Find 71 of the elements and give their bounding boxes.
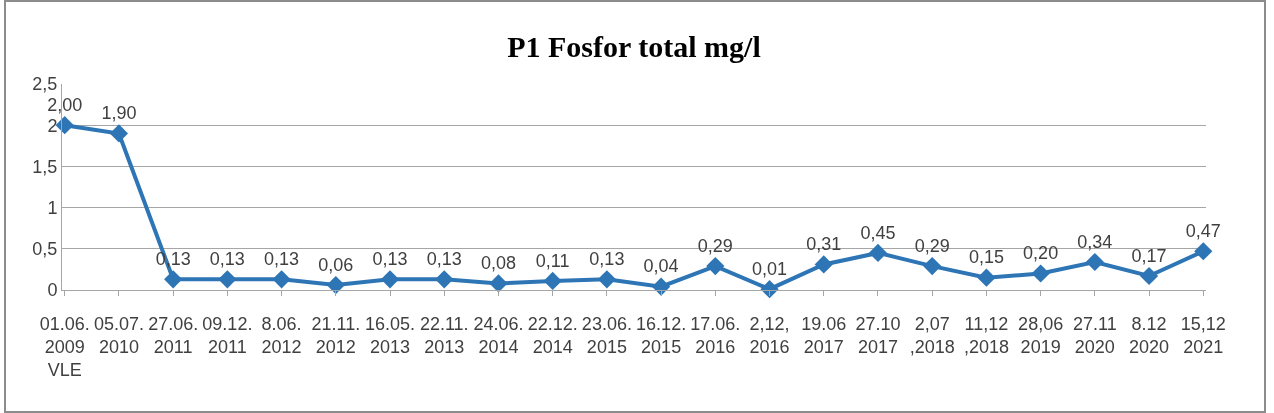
data-label: 0,04 <box>643 256 679 277</box>
x-tick-label: 8.06. 2012 <box>261 313 302 357</box>
x-tick-label: 23.06. 2015 <box>581 313 632 357</box>
x-tick-label: 27.11 2020 <box>1072 313 1117 357</box>
point <box>923 257 942 276</box>
point <box>1085 252 1104 272</box>
chart-title: P1 Fosfor total mg/l <box>507 30 761 64</box>
y-tick-label: 0 <box>47 280 58 301</box>
x-tick-label: 15,12 2021 <box>1180 313 1226 357</box>
point <box>760 280 779 299</box>
point <box>109 124 129 143</box>
data-label: 0,34 <box>1077 231 1113 252</box>
x-tick-label: 05.07. 2010 <box>93 313 144 357</box>
data-label: 0,45 <box>860 222 896 243</box>
x-tick-label: 17.06. 2016 <box>690 313 741 357</box>
data-label: 2,00 <box>47 94 83 115</box>
y-tick-label: 1,5 <box>32 156 58 177</box>
point <box>326 275 345 295</box>
data-label: 0,29 <box>914 235 950 256</box>
point <box>272 270 291 289</box>
point <box>1031 264 1050 283</box>
point <box>597 270 616 289</box>
data-label: 0,13 <box>372 249 408 270</box>
data-label: 0,31 <box>806 234 842 255</box>
data-label: 0,11 <box>535 250 570 271</box>
data-label: 0,08 <box>480 253 516 274</box>
point <box>1194 242 1213 261</box>
data-label: 0,13 <box>589 249 625 270</box>
point <box>868 243 888 263</box>
data-label: 0,20 <box>1023 243 1059 264</box>
x-tick-label: 24.06. 2014 <box>473 313 524 357</box>
data-label: 1,90 <box>101 103 137 124</box>
point <box>977 268 996 287</box>
x-tick-label: 09.12. 2011 <box>202 313 253 357</box>
point <box>164 270 183 289</box>
data-label: 0,47 <box>1185 221 1221 242</box>
y-tick-label: 0,5 <box>32 239 58 260</box>
data-label: 0,01 <box>752 258 788 279</box>
point <box>1139 266 1159 286</box>
x-tick-label: 16.05. 2013 <box>365 313 416 357</box>
data-label: 0,17 <box>1131 245 1167 266</box>
data-label: 0,15 <box>968 247 1004 268</box>
y-tick-label: 2 <box>47 115 58 136</box>
data-label: 0,06 <box>318 254 354 275</box>
x-tick-label: 22.12. 2014 <box>527 313 578 357</box>
point <box>218 270 237 289</box>
x-tick-label: 27.10 2017 <box>855 313 901 357</box>
data-label: 0,13 <box>209 249 245 270</box>
point <box>543 271 562 291</box>
data-label: 0,13 <box>426 249 462 270</box>
x-tick-label: 19.06 2017 <box>801 313 847 357</box>
point <box>489 274 508 293</box>
point <box>55 116 74 135</box>
x-tick-label: 16.12. 2015 <box>636 313 687 357</box>
x-tick-label: 22.11. 2013 <box>419 313 469 357</box>
x-tick-label: 8.12 2020 <box>1129 313 1170 357</box>
point <box>706 257 725 276</box>
data-label: 0,13 <box>264 249 300 270</box>
x-tick-label: 21.11. 2012 <box>311 313 361 357</box>
data-label: 0,29 <box>697 235 733 256</box>
x-tick-label: 11,12 ,2018 <box>963 313 1009 357</box>
y-tick-label: 2,5 <box>32 74 58 95</box>
point <box>814 255 833 274</box>
x-tick-label: 27.06. 2011 <box>148 313 199 357</box>
point <box>380 270 400 289</box>
x-tick-label: 2,07 ,2018 <box>909 313 955 357</box>
x-tick-label: 2,12, 2016 <box>749 313 790 357</box>
y-tick-label: 1 <box>47 197 58 218</box>
point <box>435 270 454 289</box>
x-tick-label: 28,06 2019 <box>1018 313 1064 357</box>
x-tick-label: 01.06. 2009 VLE <box>39 313 90 381</box>
